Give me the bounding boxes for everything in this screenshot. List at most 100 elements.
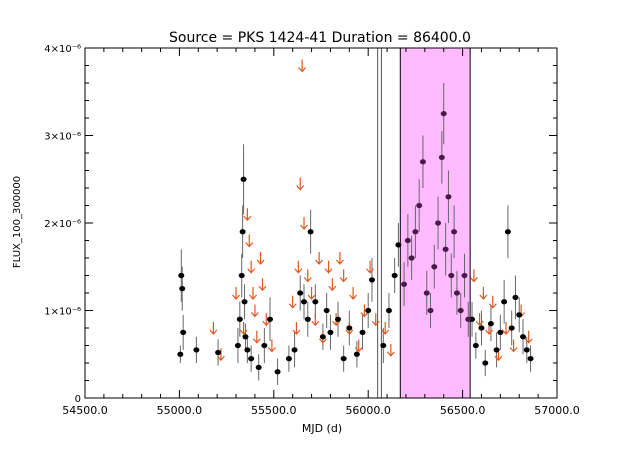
detection-point — [365, 307, 372, 314]
upper-limit-head — [311, 320, 320, 327]
upper-limit-head — [303, 277, 312, 283]
upper-limit-arrow — [307, 287, 316, 300]
upper-limit-arrow — [252, 330, 261, 344]
upper-limit-arrow — [256, 252, 265, 265]
upper-limit-head — [232, 294, 240, 300]
detection-point — [242, 334, 249, 340]
detection-point — [244, 347, 251, 353]
upper-limit-head — [249, 294, 257, 300]
upper-limit-head — [360, 312, 369, 318]
upper-limit-arrow — [245, 234, 254, 248]
y-tick-label: 1×10⁻⁶ — [44, 307, 81, 318]
detection-point — [395, 242, 402, 248]
upper-limit-arrow — [328, 278, 337, 292]
upper-limit-arrow — [262, 313, 271, 327]
detection-point — [179, 286, 186, 292]
detection-point — [380, 342, 387, 349]
highlighted-detection-point — [453, 290, 460, 296]
upper-limit-arrow — [475, 313, 484, 327]
upper-limit-head — [349, 294, 358, 300]
upper-limit-head — [328, 285, 337, 292]
detection-point — [319, 334, 326, 340]
upper-limit-arrow — [488, 295, 497, 309]
detection-point — [359, 329, 366, 335]
upper-limit-head — [252, 338, 261, 344]
highlighted-detection-point — [404, 237, 411, 244]
highlighted-detection-point — [442, 246, 449, 252]
upper-limit-head — [296, 185, 305, 191]
upper-limit-arrow — [232, 287, 240, 300]
detection-point — [238, 272, 245, 279]
upper-limit-arrow — [209, 322, 218, 335]
detection-point — [527, 356, 534, 362]
detection-point — [285, 356, 292, 362]
highlighted-detection-point — [448, 272, 455, 279]
upper-limit-head — [371, 320, 380, 327]
detection-point — [497, 329, 504, 335]
highlighted-detection-point — [401, 281, 408, 287]
detection-point — [501, 299, 508, 305]
detection-point — [307, 229, 314, 235]
upper-limit-arrow — [360, 304, 369, 318]
detection-point — [334, 316, 341, 322]
y-axis-label: FLUX_100_300000 — [12, 176, 23, 268]
highlighted-detection-point — [461, 272, 468, 279]
upper-limit-head — [216, 355, 225, 362]
upper-limit-arrow — [303, 269, 312, 283]
upper-limit-arrow — [288, 295, 297, 309]
detection-point — [346, 325, 353, 331]
upper-limit-head — [485, 329, 493, 335]
detection-point — [478, 325, 485, 331]
detection-point — [516, 312, 523, 318]
detection-point — [193, 347, 200, 353]
detections-layer — [177, 111, 534, 375]
upper-limit-arrow — [339, 269, 348, 283]
detection-point — [482, 360, 489, 366]
detection-point — [520, 334, 527, 340]
detection-point — [301, 299, 308, 305]
upper-limit-head — [332, 320, 341, 327]
x-tick-label: 56500.0 — [440, 404, 486, 417]
detection-point — [340, 356, 347, 362]
upper-limit-arrow — [294, 260, 303, 274]
upper-limit-head — [479, 294, 488, 300]
upper-limit-arrow — [502, 322, 510, 335]
upper-limit-arrow — [298, 59, 307, 73]
upper-limit-arrow — [479, 287, 488, 300]
detection-point — [267, 316, 274, 322]
detection-point — [297, 290, 304, 296]
y-tick-label: 2×10⁻⁶ — [44, 219, 81, 230]
upper-limit-arrow — [300, 217, 308, 230]
upper-limit-head — [324, 268, 333, 274]
upper-limit-head — [298, 67, 307, 73]
detection-point — [504, 229, 511, 235]
upper-limit-arrow — [349, 287, 358, 300]
upper-limit-arrow — [249, 287, 257, 300]
upper-limit-head — [494, 355, 503, 362]
detection-point — [240, 176, 247, 182]
vertical-lines-layer — [377, 48, 382, 398]
highlighted-detection-point — [412, 229, 419, 235]
highlighted-detection-point — [431, 264, 438, 270]
x-tick-label: 55500.0 — [251, 404, 297, 417]
detection-point — [261, 342, 268, 349]
highlighted-detection-point — [445, 194, 452, 200]
upper-limit-arrow — [247, 260, 256, 274]
upper-limit-head — [258, 285, 267, 292]
upper-limit-arrow — [366, 260, 375, 274]
upper-limit-arrow — [354, 339, 363, 353]
chart-title: Source = PKS 1424-41 Duration = 86400.0 — [169, 30, 471, 46]
highlighted-detection-point — [438, 154, 445, 160]
detection-point — [215, 349, 222, 356]
detection-point — [327, 329, 334, 335]
detection-point — [255, 364, 262, 370]
highlighted-detection-point — [451, 229, 458, 235]
upper-limit-head — [245, 242, 254, 248]
detection-point — [493, 347, 500, 353]
highlighted-detection-point — [419, 159, 426, 165]
upper-limit-head — [524, 338, 533, 344]
upper-limits-layer — [209, 59, 533, 362]
upper-limit-head — [247, 268, 256, 274]
plot-frame — [84, 47, 558, 399]
